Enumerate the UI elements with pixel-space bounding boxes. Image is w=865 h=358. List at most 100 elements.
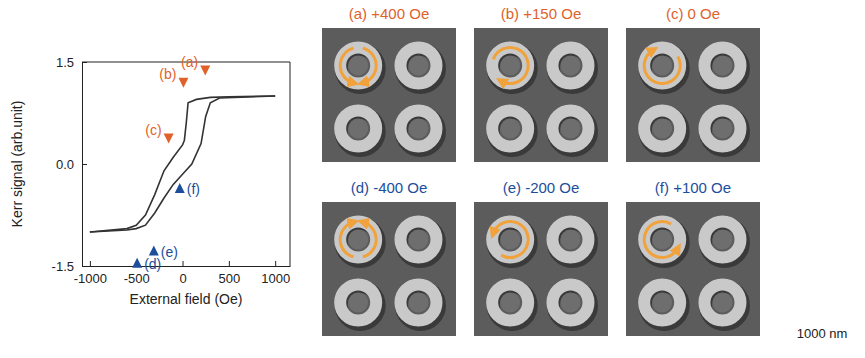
y-axis: -1.5 0.0 1.5 <box>52 55 87 274</box>
x-tick: -1000 <box>74 261 107 286</box>
panel-title: (a) +400 Oe <box>349 5 429 22</box>
annotation-marker <box>132 258 142 268</box>
panel-title: (e) -200 Oe <box>503 179 580 196</box>
ring-hole <box>712 119 732 139</box>
ring-hole <box>348 119 368 139</box>
magnetization-arrow <box>493 48 528 84</box>
ring <box>704 222 740 258</box>
ring-hole <box>712 230 732 250</box>
ring-hole <box>560 230 580 250</box>
annotation-marker <box>164 134 174 144</box>
ring <box>340 111 376 147</box>
x-tick-mark <box>183 261 184 266</box>
ring-hole <box>500 230 520 250</box>
hysteresis-line <box>90 96 275 232</box>
ring <box>492 285 528 321</box>
ring-hole <box>408 119 428 139</box>
ring-hole <box>500 56 520 76</box>
y-tick-label: 1.5 <box>56 55 74 70</box>
panel-background <box>322 202 456 336</box>
magnetization-arrow <box>340 48 353 83</box>
annotation-marker <box>178 78 188 88</box>
y-tick-label: 0.0 <box>56 157 74 172</box>
panel-background <box>626 202 760 336</box>
x-tick-label: 500 <box>218 271 240 286</box>
ring-hole <box>712 293 732 313</box>
annotation-label: (f) <box>187 181 200 197</box>
x-tick-label: -500 <box>124 271 150 286</box>
mfm-panel <box>322 28 456 162</box>
ring <box>400 111 436 147</box>
ring <box>492 111 528 147</box>
ring <box>400 285 436 321</box>
y-axis-title: Kerr signal (arb.unit) <box>9 101 25 228</box>
annotation-label: (c) <box>145 122 161 138</box>
magnetization-arrow <box>493 222 528 258</box>
panel-background <box>626 28 760 162</box>
annotation-label: (d) <box>144 256 161 272</box>
x-axis: -1000 -500 0 500 1000 <box>74 261 291 286</box>
ring <box>704 285 740 321</box>
panel-title: (f) +100 Oe <box>655 179 731 196</box>
ring-hole <box>348 56 368 76</box>
ring-hole <box>560 119 580 139</box>
ring-hole <box>652 56 672 76</box>
ring <box>400 222 436 258</box>
annotation-marker <box>175 183 185 193</box>
y-tick-mark <box>82 164 87 165</box>
ring <box>400 48 436 84</box>
y-tick: 0.0 <box>56 157 87 172</box>
magnetization-arrow <box>644 222 678 258</box>
ring-hole <box>652 119 672 139</box>
magnetization-arrow <box>363 48 376 83</box>
y-tick-mark <box>82 62 87 63</box>
x-tick: 1000 <box>261 261 290 286</box>
ring <box>340 222 376 258</box>
ring <box>340 285 376 321</box>
y-tick: 1.5 <box>56 55 87 70</box>
panel-background <box>474 202 608 336</box>
x-axis-title: External field (Oe) <box>130 291 243 307</box>
ring <box>552 285 588 321</box>
ring <box>552 111 588 147</box>
ring-hole <box>348 230 368 250</box>
ring-hole <box>348 293 368 313</box>
ring <box>704 48 740 84</box>
ring-hole <box>560 56 580 76</box>
ring <box>492 222 528 258</box>
x-tick-label: -1000 <box>74 271 107 286</box>
scale-label: 1000 nm <box>797 326 848 341</box>
mfm-panel <box>474 28 608 162</box>
ring-hole <box>500 293 520 313</box>
x-tick-mark <box>275 261 276 266</box>
mfm-panel <box>474 202 608 336</box>
mfm-panel <box>626 202 760 336</box>
magnetization-arrow <box>363 222 376 257</box>
ring-hole <box>560 293 580 313</box>
ring <box>552 222 588 258</box>
y-tick-mark <box>82 266 87 267</box>
panel-title: (d) -400 Oe <box>351 179 428 196</box>
annotation-label: (b) <box>159 66 176 82</box>
ring <box>492 48 528 84</box>
ring-hole <box>652 293 672 313</box>
x-tick-mark <box>229 261 230 266</box>
ring-hole <box>408 230 428 250</box>
y-tick: -1.5 <box>52 259 87 274</box>
ring <box>644 222 680 258</box>
mfm-panel <box>626 28 760 162</box>
x-tick: 0 <box>179 261 186 286</box>
annotation-label: (e) <box>161 244 178 260</box>
x-tick: 500 <box>218 261 240 286</box>
ring-hole <box>408 56 428 76</box>
panel-title: (c) 0 Oe <box>666 5 720 22</box>
panel-background <box>322 28 456 162</box>
ring-hole <box>652 230 672 250</box>
x-axis-line <box>83 266 291 267</box>
figure: -1000 -500 0 500 1000 -1.5 0.0 1.5 External fiel… <box>0 0 865 358</box>
ring <box>644 285 680 321</box>
plot-area <box>90 96 275 232</box>
annotation-label: (a) <box>181 54 198 70</box>
ring <box>340 48 376 84</box>
ring-hole <box>408 293 428 313</box>
